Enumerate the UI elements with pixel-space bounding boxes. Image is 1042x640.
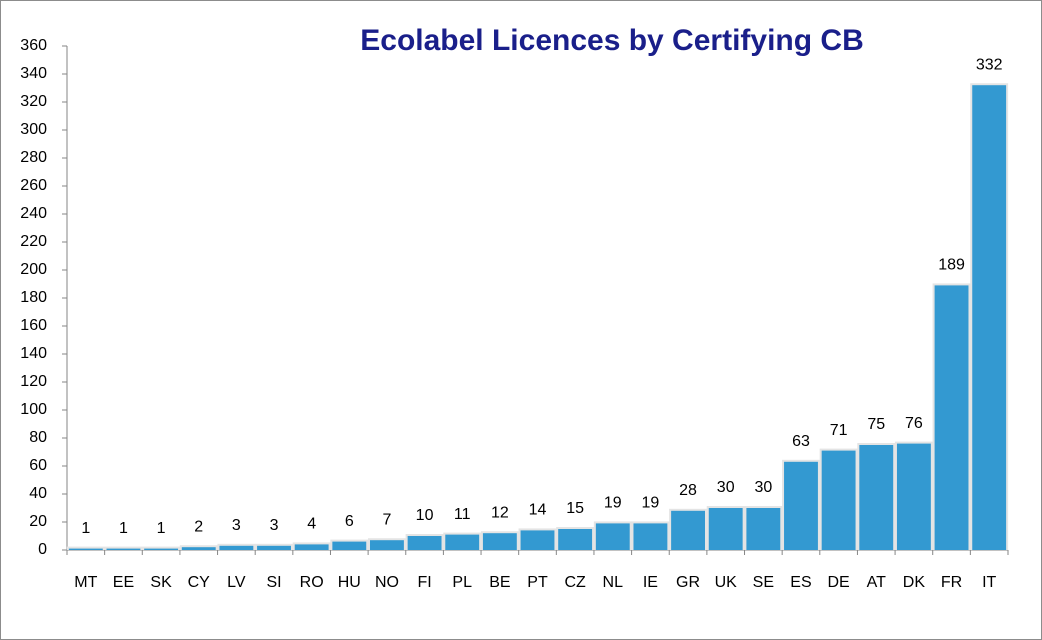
- bar: [482, 533, 517, 550]
- data-label: 4: [307, 516, 316, 533]
- x-tick-label: PT: [527, 574, 548, 591]
- data-label: 7: [382, 511, 391, 528]
- data-label: 75: [867, 416, 885, 433]
- data-label: 11: [454, 506, 471, 523]
- data-label: 1: [119, 520, 128, 537]
- y-tick-label: 180: [20, 289, 47, 306]
- x-tick-label: CY: [188, 574, 211, 591]
- data-label: 3: [232, 517, 241, 534]
- y-tick-label: 360: [20, 37, 47, 54]
- x-tick-label: DE: [828, 574, 850, 591]
- y-tick-label: 40: [29, 485, 47, 502]
- data-label: 19: [604, 495, 622, 512]
- data-label: 76: [905, 415, 923, 432]
- y-tick-label: 160: [20, 317, 47, 334]
- data-label: 189: [938, 257, 965, 274]
- bar: [784, 461, 818, 550]
- x-tick-label: EE: [113, 574, 134, 591]
- y-tick-label: 300: [20, 121, 47, 138]
- x-tick-label: DK: [903, 574, 926, 591]
- x-tick-label: IT: [982, 574, 996, 591]
- x-tick-label: SI: [266, 574, 281, 591]
- bar: [934, 285, 969, 550]
- x-tick-label: RO: [300, 574, 324, 591]
- bar: [68, 548, 103, 550]
- y-tick-label: 320: [20, 93, 47, 110]
- data-label: 2: [194, 518, 203, 535]
- x-tick-label: ES: [790, 574, 811, 591]
- bar: [144, 548, 179, 550]
- data-label: 71: [830, 422, 848, 439]
- x-tick-label: BE: [489, 574, 510, 591]
- data-label: 15: [566, 500, 584, 517]
- bar: [219, 545, 254, 550]
- bar: [181, 547, 216, 550]
- data-label: 3: [270, 517, 279, 534]
- bar: [671, 510, 705, 550]
- y-tick-label: 60: [29, 457, 47, 474]
- data-label: 30: [754, 479, 772, 496]
- data-label: 6: [345, 513, 354, 530]
- x-tick-label: PL: [452, 574, 472, 591]
- data-label: 332: [976, 56, 1003, 73]
- bar: [407, 536, 442, 550]
- data-label: 63: [792, 433, 810, 450]
- bar: [972, 85, 1007, 550]
- bar: [859, 445, 894, 550]
- y-tick-label: 100: [20, 401, 47, 418]
- bar: [370, 540, 404, 550]
- y-tick-label: 220: [20, 233, 47, 250]
- x-tick-label: FR: [941, 574, 962, 591]
- bar: [520, 530, 555, 550]
- bar: [633, 523, 668, 550]
- x-tick-label: CZ: [564, 574, 586, 591]
- data-label: 30: [717, 479, 735, 496]
- bar-shadow: [66, 546, 105, 550]
- data-label: 14: [529, 502, 547, 519]
- bar: [896, 443, 931, 550]
- y-tick-label: 140: [20, 345, 47, 362]
- bar: [595, 523, 630, 550]
- bar: [332, 541, 367, 550]
- y-tick-label: 20: [29, 513, 47, 530]
- chart-title: Ecolabel Licences by Certifying CB: [360, 24, 863, 57]
- bar: [294, 544, 329, 550]
- bar-shadow: [142, 546, 181, 550]
- x-tick-label: FI: [417, 574, 431, 591]
- data-label: 1: [157, 520, 166, 537]
- data-label: 1: [81, 520, 90, 537]
- x-tick-label: AT: [867, 574, 886, 591]
- x-tick-label: IE: [643, 574, 658, 591]
- bar: [257, 545, 291, 550]
- x-tick-label: LV: [227, 574, 246, 591]
- x-tick-label: HU: [338, 574, 361, 591]
- x-tick-label: NL: [603, 574, 624, 591]
- data-label: 19: [642, 495, 660, 512]
- bar: [445, 534, 480, 550]
- y-tick-label: 280: [20, 149, 47, 166]
- bar: [558, 529, 593, 550]
- y-tick-label: 340: [20, 65, 47, 82]
- bar: [708, 508, 743, 550]
- y-tick-label: 240: [20, 205, 47, 222]
- bar: [821, 450, 856, 550]
- y-tick-label: 80: [29, 429, 47, 446]
- x-tick-label: SK: [150, 574, 172, 591]
- bar-shadow: [104, 546, 143, 550]
- y-tick-label: 120: [20, 373, 47, 390]
- y-tick-label: 0: [38, 541, 47, 558]
- y-tick-label: 200: [20, 261, 47, 278]
- data-label: 12: [491, 504, 509, 521]
- bar: [106, 548, 141, 550]
- x-tick-label: NO: [375, 574, 399, 591]
- x-tick-label: MT: [74, 574, 97, 591]
- x-tick-label: SE: [753, 574, 774, 591]
- y-tick-label: 260: [20, 177, 47, 194]
- bar: [746, 508, 781, 550]
- x-tick-label: GR: [676, 574, 700, 591]
- data-label: 28: [679, 482, 697, 499]
- x-tick-label: UK: [715, 574, 738, 591]
- data-label: 10: [416, 507, 434, 524]
